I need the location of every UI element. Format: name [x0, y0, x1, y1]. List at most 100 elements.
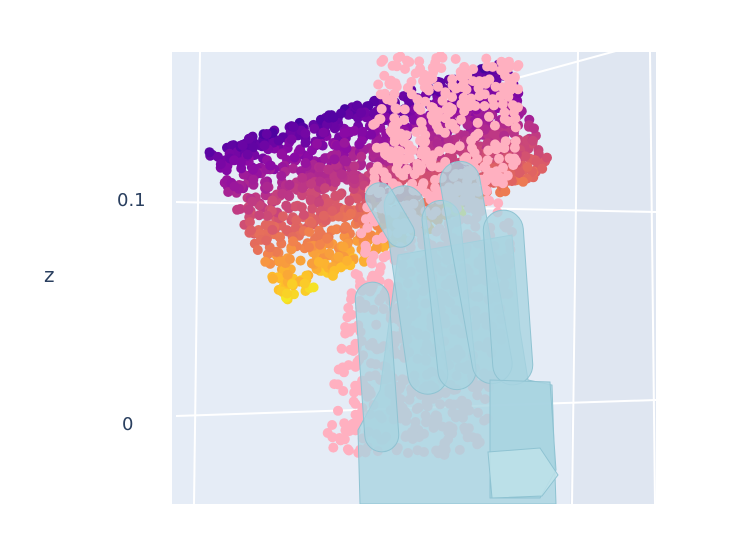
plasma-point: [268, 273, 278, 284]
pink-point: [401, 130, 412, 141]
plasma-point: [229, 181, 240, 192]
plasma-point: [232, 204, 243, 215]
pink-point: [450, 54, 461, 64]
pink-point: [403, 151, 414, 162]
plasma-point: [305, 194, 316, 205]
plasma-point: [323, 197, 334, 208]
pink-point: [433, 81, 443, 92]
pink-point: [500, 136, 511, 147]
plasma-point: [289, 152, 300, 163]
plasma-point: [248, 174, 259, 185]
pink-point: [328, 442, 339, 453]
pink-point: [391, 61, 402, 72]
plasma-point: [318, 210, 329, 221]
pink-point: [454, 141, 465, 152]
pink-point: [484, 111, 494, 122]
pink-point: [430, 174, 440, 185]
plasma-point: [277, 188, 288, 199]
pink-point: [495, 91, 506, 102]
pink-point: [412, 163, 423, 174]
pink-point: [327, 420, 338, 430]
pink-point: [327, 432, 338, 443]
plasma-point: [300, 158, 311, 168]
pink-point: [479, 101, 490, 111]
plasma-point: [339, 137, 350, 148]
pink-point: [420, 96, 431, 107]
z-axis: 0.1 0 z: [44, 190, 146, 435]
pink-point: [352, 380, 362, 391]
plasma-point: [349, 174, 360, 185]
plasma-point: [354, 139, 365, 150]
pink-point: [336, 343, 347, 354]
plasma-point: [315, 239, 325, 250]
pink-point: [481, 53, 492, 64]
plasma-point: [489, 129, 500, 140]
plasma-point: [344, 196, 355, 207]
plasma-point: [295, 255, 306, 266]
plasma-point: [309, 123, 320, 134]
pink-point: [455, 71, 466, 82]
plasma-point: [339, 128, 350, 139]
pink-point: [483, 145, 494, 156]
pink-point: [433, 107, 444, 117]
pink-point: [433, 124, 444, 135]
pink-point: [376, 104, 387, 114]
plasma-point: [299, 278, 310, 289]
pink-point: [381, 250, 392, 261]
plasma-point: [313, 257, 324, 267]
plasma-point: [246, 225, 256, 236]
plasma-point: [320, 183, 330, 194]
pink-point: [356, 228, 367, 239]
plasma-point: [242, 149, 253, 160]
pink-point: [333, 405, 343, 416]
pink-point: [434, 162, 444, 173]
plasma-point: [291, 215, 302, 226]
plasma-point: [327, 270, 338, 281]
scene-right-pane: [570, 52, 656, 504]
plasma-point: [288, 236, 298, 247]
pink-point: [513, 102, 523, 113]
plasma-point: [282, 269, 293, 280]
pink-point: [481, 185, 492, 196]
pink-point: [480, 163, 491, 173]
pink-point: [466, 135, 477, 146]
plasma-point: [300, 137, 311, 148]
pink-point: [459, 61, 470, 72]
plasma-point: [327, 206, 338, 216]
plasma-point: [518, 176, 529, 187]
pink-point: [353, 270, 363, 281]
pink-point: [399, 104, 410, 115]
pink-point: [494, 153, 504, 164]
plasma-point: [284, 254, 295, 265]
plasma-point: [297, 183, 308, 194]
pink-point: [410, 68, 421, 79]
plasma-point: [356, 151, 367, 162]
pink-point: [446, 105, 457, 116]
plasma-point: [281, 200, 292, 211]
plasma-point: [276, 149, 287, 160]
pink-point: [379, 70, 390, 81]
pink-point: [491, 144, 502, 155]
plasma-point: [531, 156, 542, 167]
plasma-point: [318, 127, 329, 138]
plasma-point: [324, 248, 335, 259]
scene[interactable]: [172, 40, 656, 504]
z-axis-title: z: [44, 263, 55, 287]
plasma-point: [342, 255, 353, 266]
pink-point: [482, 195, 493, 206]
plasma-point: [352, 193, 363, 204]
plasma-point: [514, 167, 525, 178]
pink-point: [498, 178, 508, 189]
pink-point: [423, 85, 434, 96]
pink-point: [456, 114, 466, 125]
plasma-point: [248, 164, 258, 175]
pink-point: [417, 124, 428, 135]
pink-point: [350, 409, 361, 420]
pink-point: [348, 396, 359, 407]
plasma-point: [284, 179, 295, 190]
plasma-point: [262, 210, 273, 221]
pink-point: [504, 153, 515, 164]
pink-point: [395, 52, 406, 62]
plasma-point: [274, 256, 285, 267]
pink-point: [414, 56, 425, 67]
